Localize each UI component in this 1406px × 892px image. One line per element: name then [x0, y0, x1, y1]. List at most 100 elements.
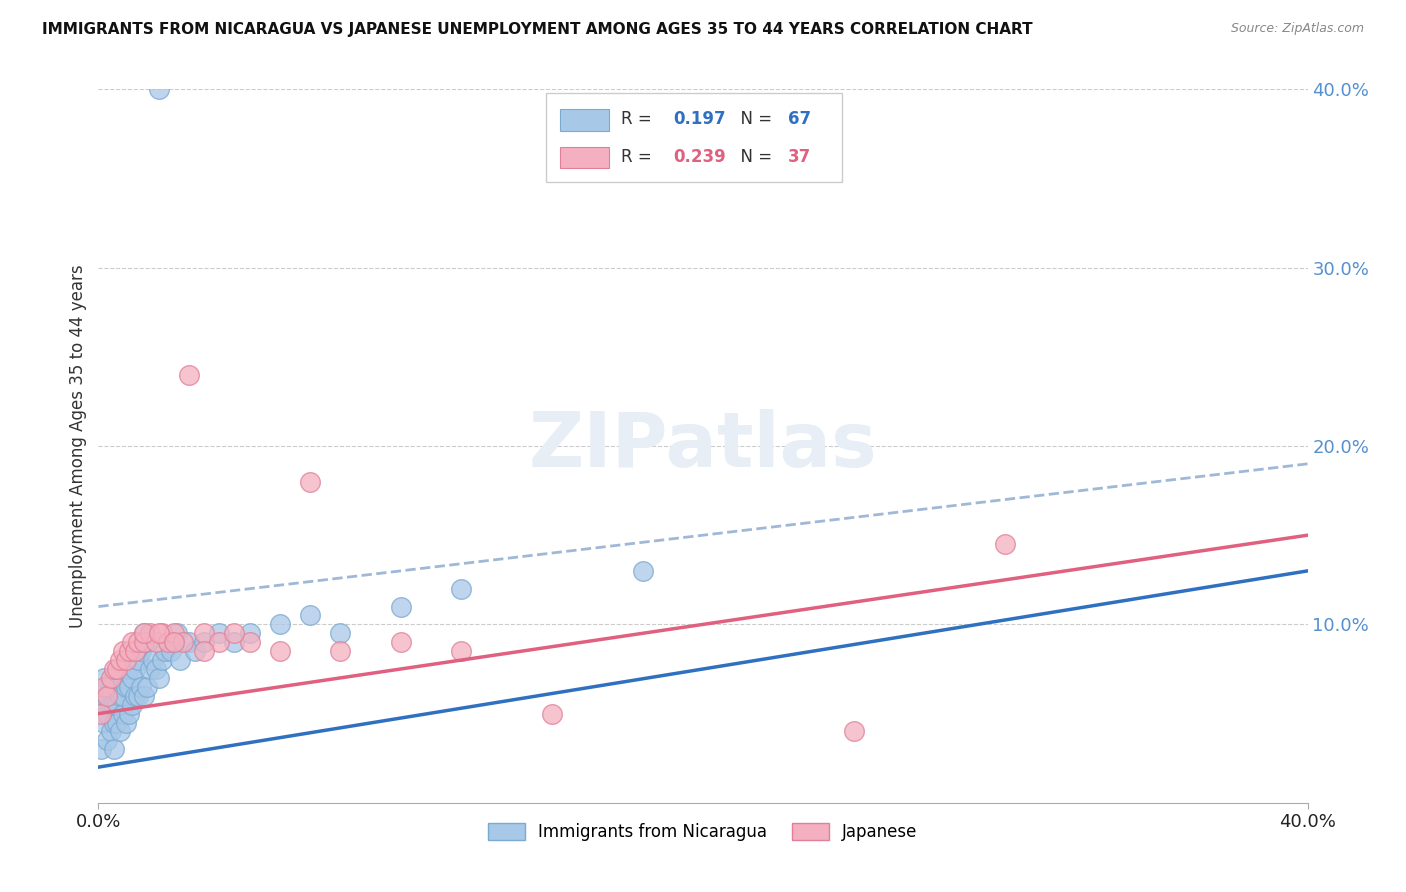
Point	[93, 689, 115, 703]
Point	[127, 653, 149, 667]
Point	[148, 82, 170, 96]
Point	[132, 635, 155, 649]
Text: 67: 67	[787, 111, 811, 128]
Point	[329, 644, 352, 658]
Point	[100, 724, 122, 739]
Point	[114, 653, 136, 667]
Point	[111, 671, 134, 685]
Text: Source: ZipAtlas.com: Source: ZipAtlas.com	[1230, 22, 1364, 36]
Point	[299, 608, 322, 623]
Text: N =: N =	[730, 111, 778, 128]
Point	[132, 626, 155, 640]
Point	[208, 635, 231, 649]
Point	[389, 635, 412, 649]
Point	[124, 644, 146, 658]
Point	[239, 635, 262, 649]
Legend: Immigrants from Nicaragua, Japanese: Immigrants from Nicaragua, Japanese	[482, 816, 924, 848]
Point	[631, 564, 654, 578]
Point	[127, 635, 149, 649]
Point	[163, 635, 186, 649]
Point	[103, 715, 125, 730]
Text: R =: R =	[621, 148, 657, 166]
Text: 37: 37	[787, 148, 811, 166]
Point	[150, 626, 173, 640]
Text: N =: N =	[730, 148, 778, 166]
Text: 0.197: 0.197	[672, 111, 725, 128]
Point	[169, 653, 191, 667]
Y-axis label: Unemployment Among Ages 35 to 44 years: Unemployment Among Ages 35 to 44 years	[69, 264, 87, 628]
Point	[329, 626, 352, 640]
Point	[93, 671, 115, 685]
Point	[193, 635, 215, 649]
Text: 0.239: 0.239	[672, 148, 725, 166]
Point	[148, 671, 170, 685]
Point	[96, 706, 118, 721]
Point	[184, 644, 207, 658]
Point	[121, 698, 143, 712]
Text: R =: R =	[621, 111, 657, 128]
Point	[105, 662, 128, 676]
Point	[118, 644, 141, 658]
Point	[139, 662, 162, 676]
Point	[540, 706, 562, 721]
Point	[111, 644, 134, 658]
Point	[114, 680, 136, 694]
Point	[299, 475, 322, 489]
Point	[108, 653, 131, 667]
Point	[96, 689, 118, 703]
Point	[124, 644, 146, 658]
Point	[172, 635, 194, 649]
Point	[111, 689, 134, 703]
Point	[132, 626, 155, 640]
Point	[96, 733, 118, 747]
Point	[124, 689, 146, 703]
Point	[108, 662, 131, 676]
Point	[118, 706, 141, 721]
Point	[239, 626, 262, 640]
Point	[166, 626, 188, 640]
Point	[139, 626, 162, 640]
Point	[142, 653, 165, 667]
Point	[129, 644, 152, 658]
Point	[156, 635, 179, 649]
Point	[103, 698, 125, 712]
Point	[114, 715, 136, 730]
FancyBboxPatch shape	[561, 109, 609, 130]
Point	[269, 617, 291, 632]
Point	[90, 706, 112, 721]
Point	[90, 742, 112, 756]
Point	[450, 582, 472, 596]
Point	[150, 653, 173, 667]
Point	[127, 689, 149, 703]
Point	[103, 662, 125, 676]
Point	[160, 644, 183, 658]
Point	[105, 680, 128, 694]
Point	[844, 724, 866, 739]
Point	[93, 680, 115, 694]
Point	[103, 742, 125, 756]
Point	[163, 626, 186, 640]
Point	[145, 662, 167, 676]
Point	[105, 698, 128, 712]
Point	[135, 635, 157, 649]
Point	[224, 626, 246, 640]
Point	[103, 671, 125, 685]
FancyBboxPatch shape	[546, 93, 842, 182]
Point	[124, 662, 146, 676]
Point	[93, 715, 115, 730]
Point	[111, 706, 134, 721]
Point	[129, 680, 152, 694]
Point	[145, 635, 167, 649]
Point	[153, 644, 176, 658]
Point	[450, 644, 472, 658]
Point	[118, 662, 141, 676]
Point	[269, 644, 291, 658]
Point	[135, 680, 157, 694]
Text: ZIPatlas: ZIPatlas	[529, 409, 877, 483]
Point	[208, 626, 231, 640]
Point	[100, 671, 122, 685]
Point	[193, 626, 215, 640]
Point	[96, 680, 118, 694]
Point	[148, 626, 170, 640]
Point	[389, 599, 412, 614]
